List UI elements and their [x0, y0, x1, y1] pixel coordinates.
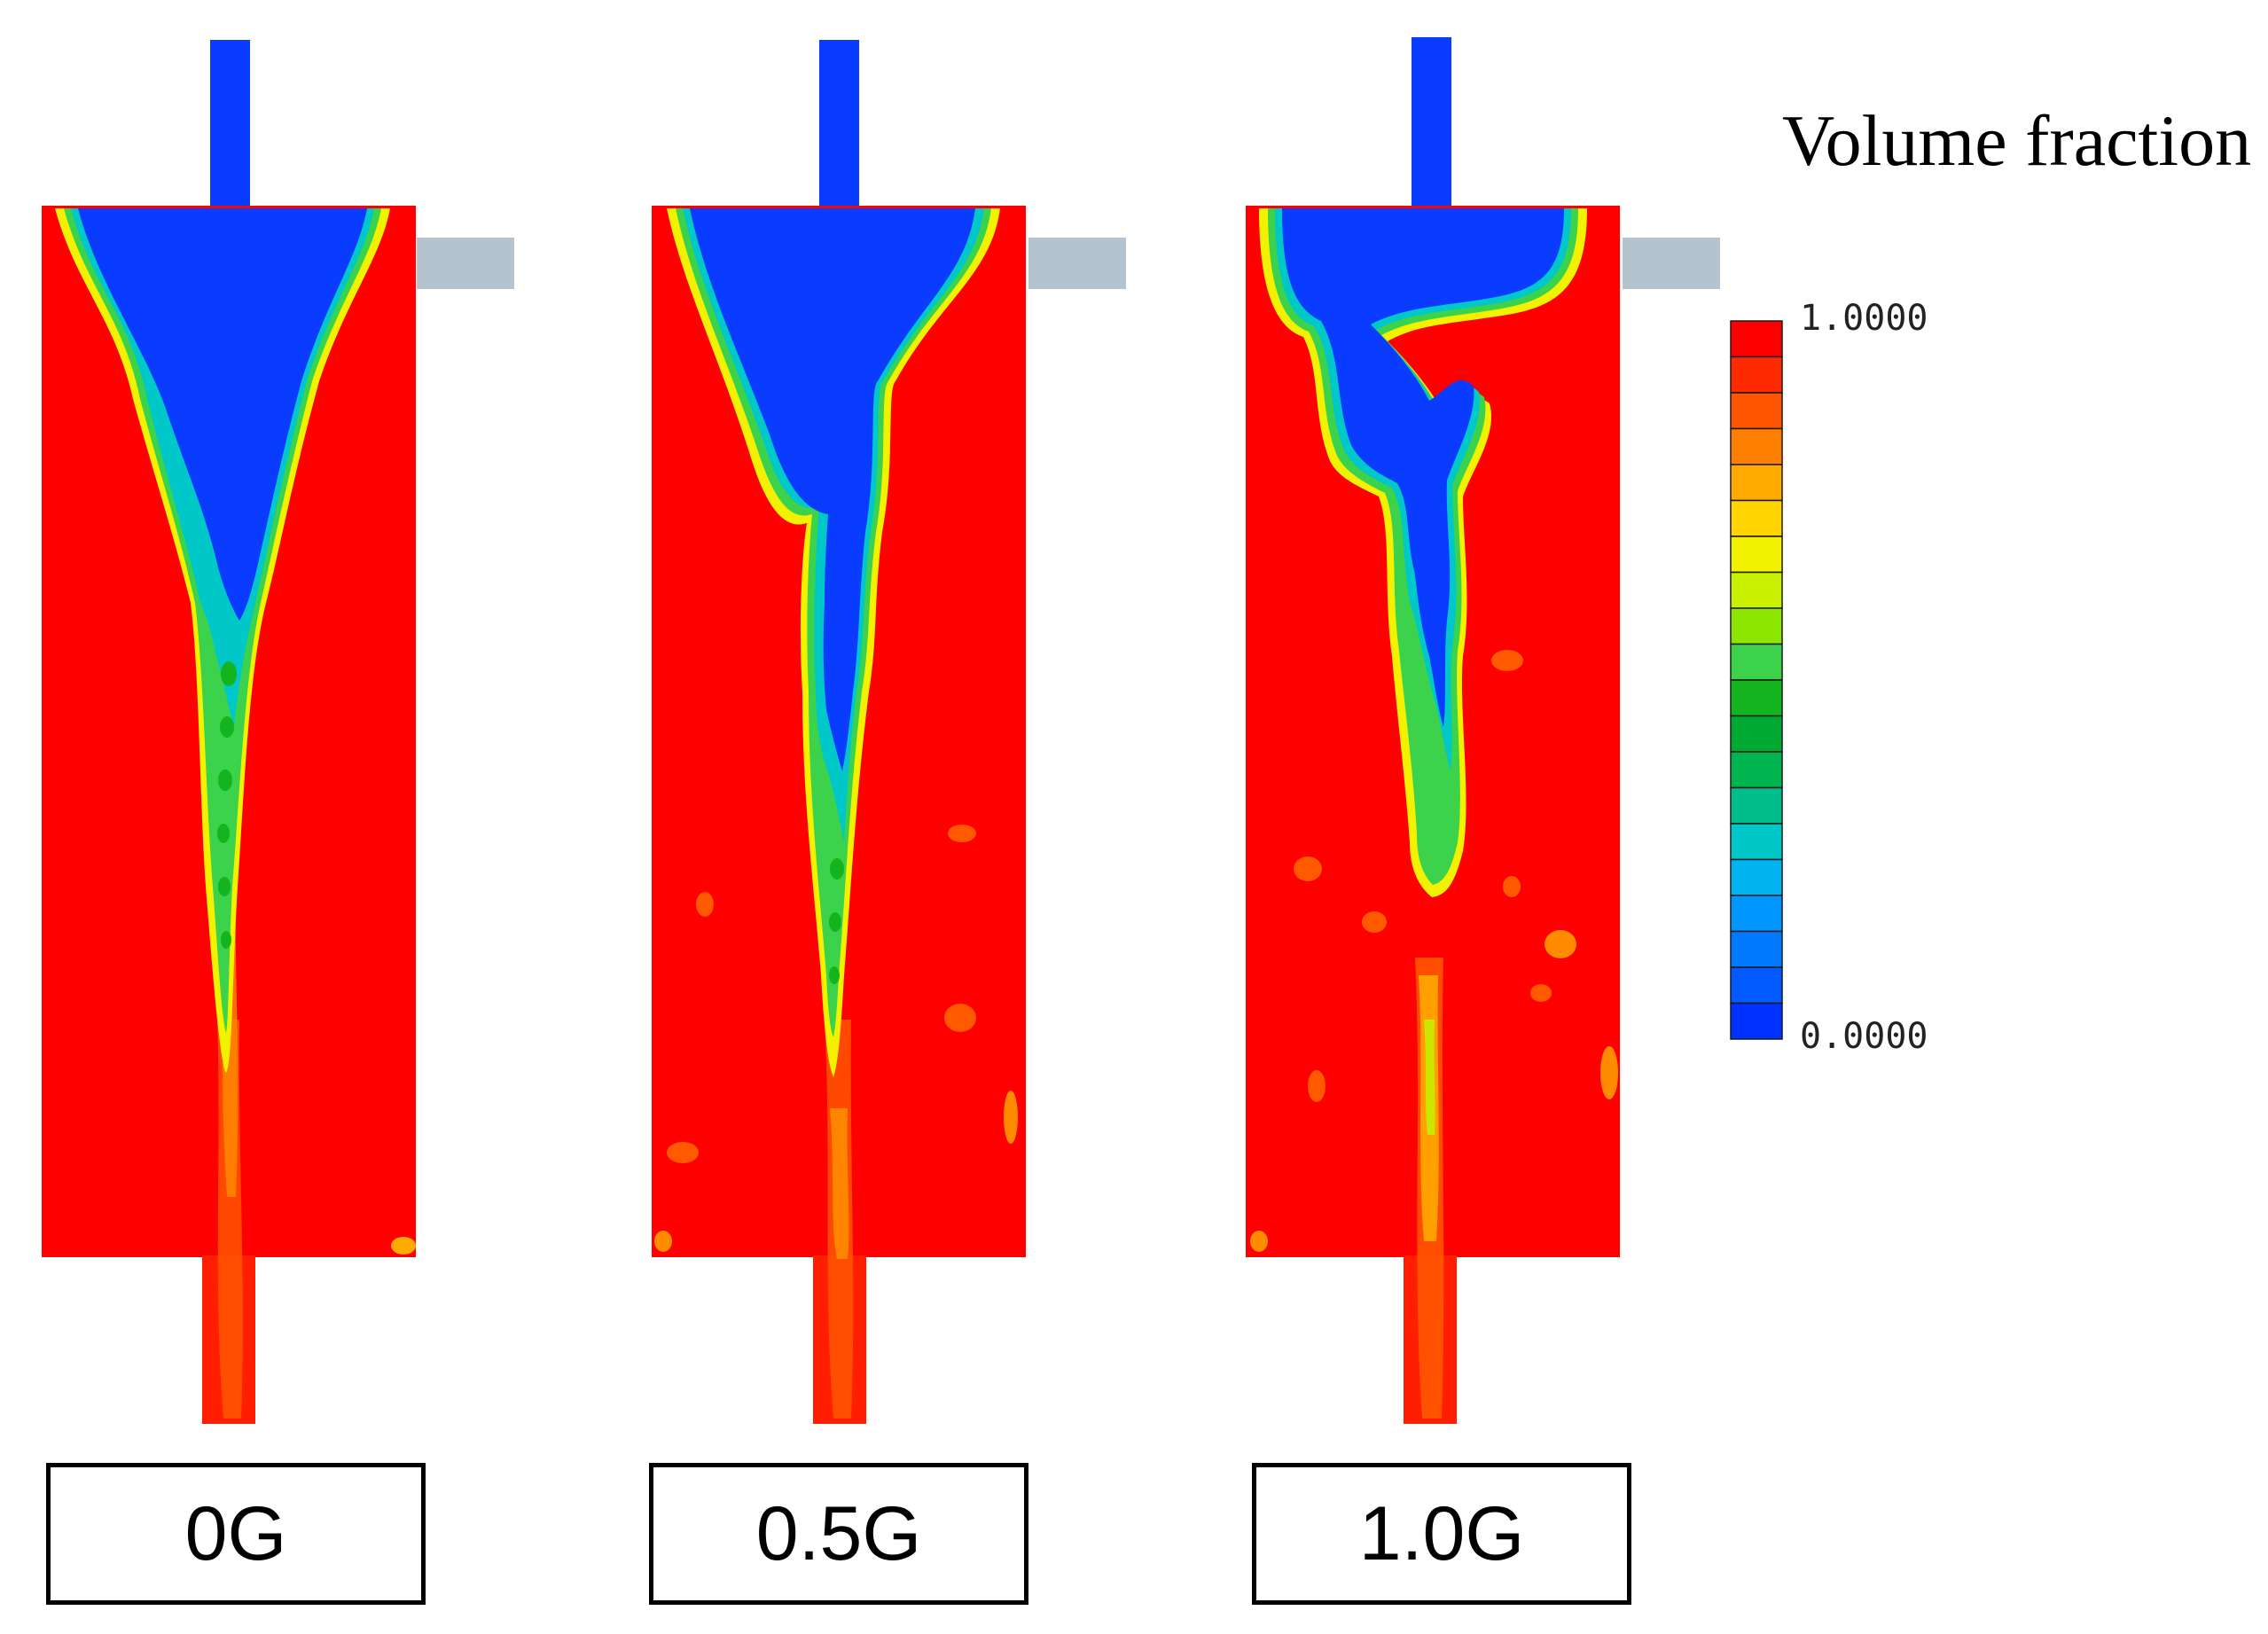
- panel-1-0g: [1246, 37, 1720, 1424]
- colorbar-segment: [1730, 679, 1783, 717]
- colorbar-segment: [1730, 1002, 1783, 1040]
- colorbar-segment: [1730, 930, 1783, 968]
- legend-max-label: 1.0000: [1800, 298, 1928, 339]
- colorbar-segment: [1730, 464, 1783, 502]
- colorbar-segment: [1730, 427, 1783, 465]
- side-port: [1623, 238, 1720, 289]
- colorbar-segment: [1730, 499, 1783, 537]
- side-port: [417, 238, 514, 289]
- panel-label-0g: 0G: [46, 1463, 426, 1605]
- legend-title: Volume fraction: [1782, 100, 2252, 181]
- colorbar-segment: [1730, 571, 1783, 609]
- colorbar-segment: [1730, 607, 1783, 645]
- top-inlet: [1412, 37, 1451, 207]
- panel-0g: [42, 40, 514, 1424]
- colorbar-segment: [1730, 895, 1783, 933]
- colorbar-segment: [1730, 823, 1783, 861]
- panel-label-0-5g: 0.5G: [649, 1463, 1028, 1605]
- volume-fraction-colorbar: [1730, 320, 1783, 1040]
- colorbar-segment: [1730, 751, 1783, 789]
- panel-label-1-0g: 1.0G: [1252, 1463, 1631, 1605]
- colorbar-segment: [1730, 392, 1783, 430]
- colorbar-segment: [1730, 715, 1783, 753]
- side-port: [1028, 238, 1126, 289]
- colorbar-segment: [1730, 786, 1783, 825]
- colorbar-segment: [1730, 356, 1783, 394]
- colorbar-segment: [1730, 858, 1783, 896]
- colorbar-segment: [1730, 536, 1783, 574]
- top-inlet: [819, 40, 859, 208]
- colorbar-segment: [1730, 320, 1783, 358]
- top-inlet: [210, 40, 250, 208]
- panel-0-5g: [652, 40, 1126, 1424]
- colorbar-segment: [1730, 966, 1783, 1005]
- colorbar-segment: [1730, 643, 1783, 681]
- legend-min-label: 0.0000: [1800, 1016, 1928, 1057]
